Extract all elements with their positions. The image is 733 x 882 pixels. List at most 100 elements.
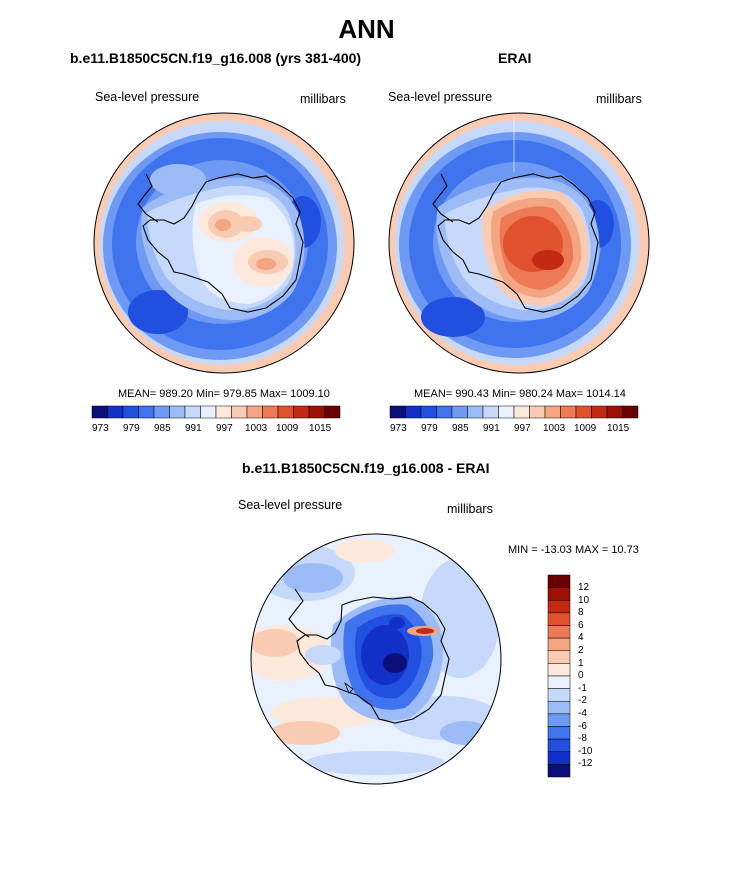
colorbar-swatch bbox=[138, 405, 155, 419]
tick: 997 bbox=[216, 423, 233, 434]
colorbar-swatch bbox=[547, 587, 571, 601]
tick: 2 bbox=[578, 645, 584, 656]
colorbar-swatch bbox=[591, 405, 608, 419]
tick: -8 bbox=[578, 733, 587, 744]
panel3-title: b.e11.B1850C5CN.f19_g16.008 - ERAI bbox=[242, 460, 490, 476]
colorbar-swatch bbox=[436, 405, 453, 419]
panel1-units-label: millibars bbox=[300, 92, 346, 106]
colorbar-swatch bbox=[200, 405, 217, 419]
tick: 973 bbox=[390, 423, 407, 434]
colorbar-swatch bbox=[107, 405, 124, 419]
panel3-units-label: millibars bbox=[447, 502, 493, 516]
panel3-variable-label: Sea-level pressure bbox=[238, 498, 343, 512]
tick: 0 bbox=[578, 670, 584, 681]
colorbar-swatch bbox=[544, 405, 561, 419]
colorbar-swatch bbox=[405, 405, 422, 419]
tick: 12 bbox=[578, 582, 590, 593]
tick: 979 bbox=[123, 423, 140, 434]
tick: 1009 bbox=[276, 423, 299, 434]
colorbar-swatch bbox=[293, 405, 310, 419]
tick: -2 bbox=[578, 695, 587, 706]
colorbar-swatch bbox=[547, 625, 571, 639]
colorbar-swatch bbox=[498, 405, 515, 419]
tick: 991 bbox=[483, 423, 500, 434]
tick: 1009 bbox=[574, 423, 597, 434]
colorbar-swatch bbox=[169, 405, 186, 419]
tick: 4 bbox=[578, 632, 584, 643]
panel1-polar-map bbox=[93, 112, 355, 374]
colorbar-swatch bbox=[547, 688, 571, 702]
colorbar-swatch bbox=[513, 405, 530, 419]
panel1-colorbar-ticks: 973 979 985 991 997 1003 1009 1015 bbox=[92, 423, 340, 437]
panel3-stats: MIN = -13.03 MAX = 10.73 bbox=[508, 544, 639, 556]
tick: 1003 bbox=[245, 423, 268, 434]
colorbar-swatch bbox=[451, 405, 468, 419]
panel1-colorbar bbox=[91, 405, 341, 419]
panel2-units-label: millibars bbox=[596, 92, 642, 106]
tick: 8 bbox=[578, 607, 584, 618]
tick: 1015 bbox=[607, 423, 630, 434]
panel3-colorbar-ticks: 12 10 8 6 4 2 1 0 -1 -2 -4 -6 -8 -10 -12 bbox=[578, 575, 608, 777]
colorbar-swatch bbox=[560, 405, 577, 419]
colorbar-swatch bbox=[547, 574, 571, 588]
panel2-variable-label: Sea-level pressure bbox=[388, 90, 493, 104]
colorbar-swatch bbox=[277, 405, 294, 419]
colorbar-swatch bbox=[547, 713, 571, 727]
panel2-polar-map bbox=[388, 112, 650, 374]
tick: 6 bbox=[578, 620, 584, 631]
colorbar-swatch bbox=[215, 405, 232, 419]
colorbar-swatch bbox=[606, 405, 623, 419]
tick: 973 bbox=[92, 423, 109, 434]
colorbar-swatch bbox=[91, 405, 108, 419]
colorbar-swatch bbox=[547, 675, 571, 689]
colorbar-swatch bbox=[575, 405, 592, 419]
colorbar-swatch bbox=[153, 405, 170, 419]
panel1-variable-label: Sea-level pressure bbox=[95, 90, 200, 104]
tick: 985 bbox=[452, 423, 469, 434]
colorbar-swatch bbox=[231, 405, 248, 419]
tick: -10 bbox=[578, 746, 593, 757]
figure-title: ANN bbox=[338, 14, 395, 44]
panel3-colorbar bbox=[547, 574, 571, 778]
tick: 979 bbox=[421, 423, 438, 434]
colorbar-swatch bbox=[547, 663, 571, 677]
tick: -6 bbox=[578, 721, 587, 732]
colorbar-swatch bbox=[529, 405, 546, 419]
tick: 997 bbox=[514, 423, 531, 434]
tick: 10 bbox=[578, 595, 590, 606]
colorbar-swatch bbox=[246, 405, 263, 419]
tick: 1 bbox=[578, 658, 584, 669]
colorbar-swatch bbox=[467, 405, 484, 419]
colorbar-swatch bbox=[308, 405, 325, 419]
colorbar-swatch bbox=[547, 751, 571, 765]
colorbar-swatch bbox=[547, 726, 571, 740]
panel2-colorbar-ticks: 973 979 985 991 997 1003 1009 1015 bbox=[390, 423, 638, 437]
colorbar-swatch bbox=[547, 738, 571, 752]
colorbar-swatch bbox=[482, 405, 499, 419]
panel2-title: ERAI bbox=[498, 50, 532, 66]
tick: -4 bbox=[578, 708, 587, 719]
colorbar-swatch bbox=[184, 405, 201, 419]
tick: 985 bbox=[154, 423, 171, 434]
tick: -1 bbox=[578, 683, 587, 694]
colorbar-swatch bbox=[622, 405, 639, 419]
colorbar-swatch bbox=[547, 650, 571, 664]
colorbar-swatch bbox=[122, 405, 139, 419]
panel1-title: b.e11.B1850C5CN.f19_g16.008 (yrs 381-400… bbox=[70, 50, 362, 66]
colorbar-swatch bbox=[547, 612, 571, 626]
colorbar-swatch bbox=[389, 405, 406, 419]
tick: 1015 bbox=[309, 423, 332, 434]
panel2-colorbar bbox=[389, 405, 639, 419]
colorbar-swatch bbox=[547, 701, 571, 715]
colorbar-swatch bbox=[420, 405, 437, 419]
panel2-stats: MEAN= 990.43 Min= 980.24 Max= 1014.14 bbox=[414, 388, 626, 400]
tick: 1003 bbox=[543, 423, 566, 434]
panel1-stats: MEAN= 989.20 Min= 979.85 Max= 1009.10 bbox=[118, 388, 330, 400]
colorbar-swatch bbox=[547, 600, 571, 614]
colorbar-swatch bbox=[547, 637, 571, 651]
tick: 991 bbox=[185, 423, 202, 434]
colorbar-swatch bbox=[324, 405, 341, 419]
colorbar-swatch bbox=[262, 405, 279, 419]
colorbar-swatch bbox=[547, 764, 571, 778]
panel3-polar-map bbox=[250, 533, 502, 785]
